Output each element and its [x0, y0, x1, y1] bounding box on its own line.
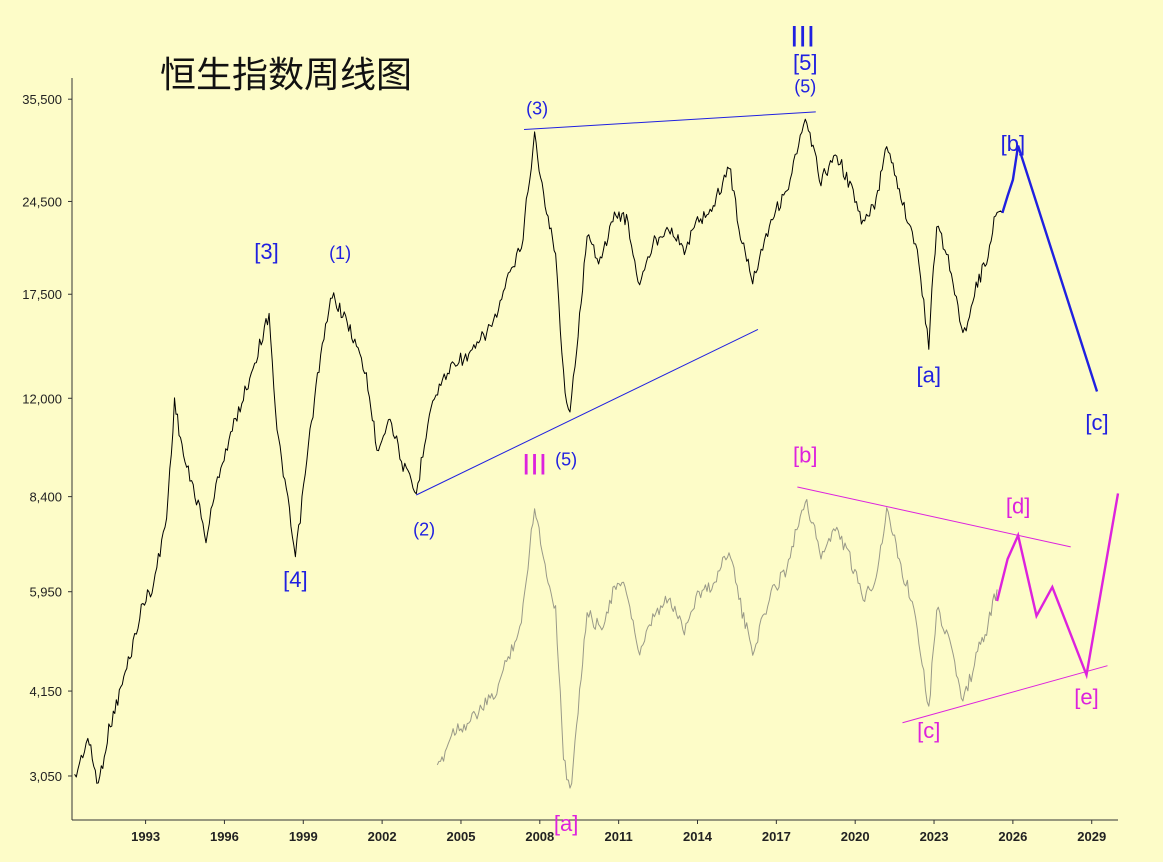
x-tick-label: 2023: [920, 829, 949, 844]
x-tick-label: 1993: [131, 829, 160, 844]
magenta-projection-line: [995, 493, 1120, 680]
x-tick-label: 1996: [210, 829, 239, 844]
axes-layer: 3,050 4,150 5,950 8,400 12,000 17,500 24,500 35…: [22, 78, 1118, 844]
trendline: [524, 111, 816, 131]
x-tick-label: 2014: [683, 829, 713, 844]
y-tick-label: 12,000: [22, 391, 62, 406]
wave-label: (5): [794, 76, 816, 96]
wave-label: III: [790, 20, 815, 53]
x-tick-label: 2008: [525, 829, 554, 844]
wave-label: (2): [413, 519, 435, 539]
chart-title: 恒生指数周线图: [160, 55, 412, 96]
trendline: [797, 486, 1071, 548]
x-tick-label: 2002: [368, 829, 397, 844]
wave-label: [a]: [917, 363, 941, 388]
x-tick-label: 1999: [289, 829, 318, 844]
x-tick-label: 2011: [605, 829, 633, 844]
y-tick-label: 5,950: [29, 585, 62, 600]
x-tick-label: 2020: [841, 829, 870, 844]
wave-label: III: [522, 449, 547, 482]
wave-label: [b]: [793, 443, 817, 468]
x-tick-label: 2017: [762, 829, 791, 844]
y-tick-label: 35,500: [22, 92, 62, 107]
wave-label: [c]: [1085, 410, 1108, 435]
wave-label: [4]: [283, 567, 307, 592]
trendline: [902, 665, 1108, 724]
trendline-layer: [416, 111, 1120, 724]
wave-label: [e]: [1074, 685, 1098, 710]
wave-label: [a]: [554, 811, 578, 836]
y-tick-label: 24,500: [22, 194, 62, 209]
wave-label: (5): [555, 450, 577, 470]
wave-label: [5]: [793, 50, 817, 75]
wave-label: (3): [526, 98, 548, 118]
wave-label: [b]: [1001, 131, 1025, 156]
y-tick-label: 17,500: [22, 287, 62, 302]
y-tick-label: 3,050: [29, 769, 62, 784]
annotation-layer: [3][4](1)(2)(3)(5)III[5](5)[a][b][c]III[…: [254, 20, 1108, 835]
x-tick-label: 2029: [1077, 829, 1106, 844]
blue-projection-line: [1001, 145, 1099, 392]
wave-label: [c]: [917, 718, 940, 743]
x-tick-label: 2005: [447, 829, 476, 844]
hsi-weekly-line: [74, 118, 1003, 784]
wave-label: (1): [329, 243, 351, 263]
wave-label: [3]: [254, 239, 278, 264]
scaled-weekly-line: [436, 499, 998, 789]
y-tick-label: 4,150: [29, 684, 62, 699]
trendline: [416, 329, 759, 496]
x-tick-label: 2026: [998, 829, 1027, 844]
series-layer: [74, 118, 1003, 789]
y-tick-label: 8,400: [29, 490, 62, 505]
wave-label: [d]: [1006, 494, 1030, 519]
